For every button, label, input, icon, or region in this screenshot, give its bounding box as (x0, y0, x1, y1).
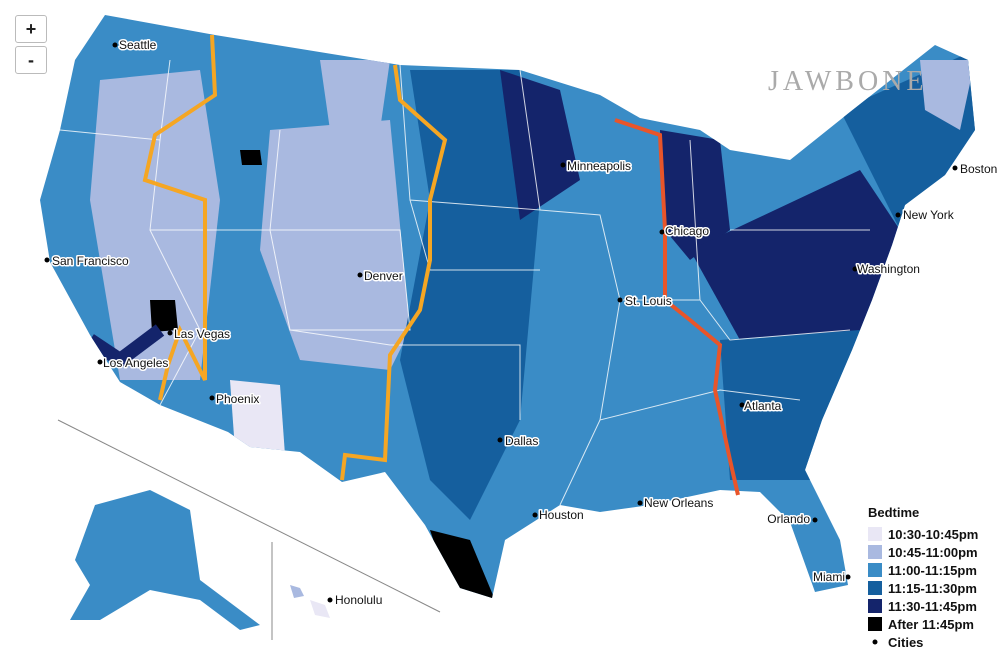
city-label: Chicago (665, 224, 709, 238)
city-label: Phoenix (216, 392, 259, 406)
city-dot (532, 512, 538, 518)
hawaii (290, 585, 304, 598)
city-dot (97, 359, 103, 365)
time-zone-line (340, 64, 448, 481)
legend-label: Cities (888, 635, 923, 650)
legend-swatch (868, 545, 882, 559)
legend-swatch (868, 581, 882, 595)
city-dot (327, 597, 333, 603)
city-dot (845, 574, 851, 580)
hawaii (310, 600, 330, 618)
city-label: Washington (857, 262, 920, 276)
city-dot (637, 500, 643, 506)
city-label: Boston (960, 162, 997, 176)
city-label: Los Angeles (103, 356, 168, 370)
time-zone-line (142, 34, 218, 401)
city-dot (617, 297, 623, 303)
city-label: Dallas (505, 434, 538, 448)
legend-label: 11:15-11:30pm (888, 581, 977, 596)
legend-city-dot (872, 639, 878, 645)
legend-label: 10:30-10:45pm (888, 527, 978, 542)
legend-label: 10:45-11:00pm (888, 545, 978, 560)
city-label: Orlando (767, 512, 810, 526)
city-dot (952, 165, 958, 171)
city-dot (560, 162, 566, 168)
city-label: Atlanta (744, 399, 782, 413)
legend-label: 11:30-11:45pm (888, 599, 977, 614)
city-dot (209, 395, 215, 401)
alaska (70, 490, 260, 630)
city-label: San Francisco (52, 254, 129, 268)
legend-label: 11:00-11:15pm (888, 563, 977, 578)
city-dot (895, 212, 901, 218)
city-label: New York (903, 208, 955, 222)
city-label: Denver (364, 269, 403, 283)
city-label: New Orleans (644, 496, 713, 510)
zoom-out[interactable]: - (15, 46, 47, 74)
city-dot (852, 266, 858, 272)
city-dot (167, 330, 173, 336)
legend-swatch (868, 563, 882, 577)
cities: Seattle San Francisco Los Angeles Las Vegas… (44, 37, 999, 609)
city-label: Las Vegas (174, 327, 230, 341)
legend-label: After 11:45pm (888, 617, 974, 632)
legend-swatch (868, 527, 882, 541)
city-label: Honolulu (335, 593, 382, 607)
city-label: Minneapolis (567, 159, 631, 173)
city-label: St. Louis (625, 294, 672, 308)
legend-swatch (868, 599, 882, 613)
city-label: Houston (539, 508, 584, 522)
legend-swatch (868, 617, 882, 631)
state-borders (59, 59, 870, 506)
legend-title: Bedtime (868, 505, 919, 520)
legend: Bedtime 10:30-10:45pm 10:45-11:00pm 11:00-… (868, 505, 978, 650)
city-dot (357, 272, 363, 278)
city-dot (812, 517, 818, 523)
time-zone-line (614, 118, 740, 496)
zoom-in[interactable]: + (15, 15, 47, 43)
brand: JAWBONE (768, 66, 928, 97)
city-label: Miami (813, 570, 845, 584)
city-dot (497, 437, 503, 443)
city-dot (659, 229, 665, 235)
city-dot (44, 257, 50, 263)
city-dot (739, 402, 745, 408)
city-dot (112, 42, 118, 48)
inset-divider (57, 419, 441, 613)
city-label: Seattle (119, 38, 157, 52)
